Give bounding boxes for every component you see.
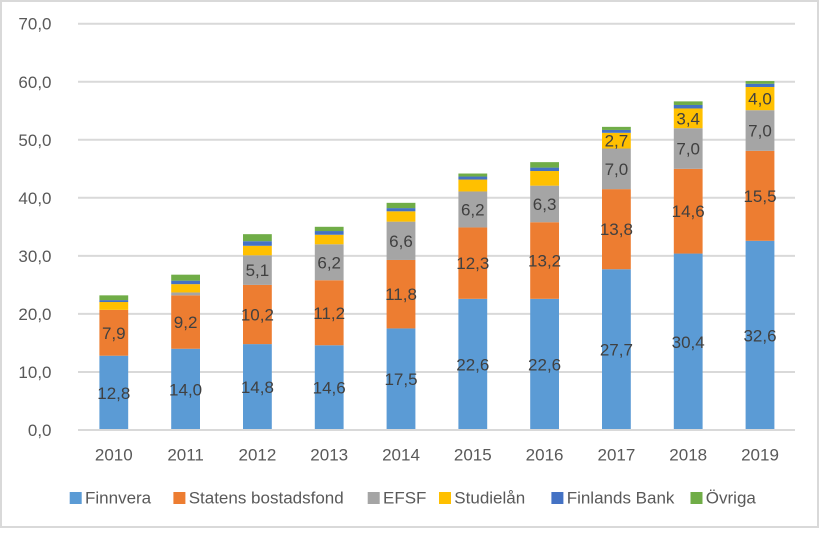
- svg-text:6,6: 6,6: [389, 232, 413, 251]
- svg-text:10,0: 10,0: [18, 363, 51, 382]
- svg-text:0,0: 0,0: [28, 421, 52, 440]
- svg-text:2,7: 2,7: [605, 132, 629, 151]
- svg-text:14,8: 14,8: [241, 378, 274, 397]
- svg-text:2011: 2011: [167, 446, 204, 465]
- svg-text:2016: 2016: [526, 446, 564, 465]
- svg-text:2015: 2015: [454, 446, 492, 465]
- svg-text:11,2: 11,2: [313, 304, 345, 323]
- svg-text:17,5: 17,5: [384, 370, 417, 389]
- svg-text:13,2: 13,2: [528, 252, 561, 271]
- svg-text:13,8: 13,8: [600, 220, 633, 239]
- svg-text:14,0: 14,0: [169, 380, 202, 399]
- svg-text:6,2: 6,2: [317, 253, 341, 272]
- svg-text:4,0: 4,0: [748, 90, 772, 109]
- svg-text:11,8: 11,8: [385, 285, 417, 304]
- svg-text:7,0: 7,0: [605, 160, 629, 179]
- svg-text:2010: 2010: [95, 446, 133, 465]
- svg-text:Finnvera: Finnvera: [85, 489, 152, 508]
- svg-text:2012: 2012: [238, 446, 276, 465]
- svg-text:7,0: 7,0: [676, 140, 700, 159]
- svg-text:2019: 2019: [741, 446, 779, 465]
- svg-text:50,0: 50,0: [18, 131, 51, 150]
- svg-text:22,6: 22,6: [528, 355, 561, 374]
- svg-text:5,1: 5,1: [246, 261, 270, 280]
- svg-text:EFSF: EFSF: [383, 489, 426, 508]
- svg-text:Studielån: Studielån: [454, 489, 525, 508]
- svg-text:12,8: 12,8: [97, 384, 130, 403]
- svg-text:9,2: 9,2: [174, 313, 198, 332]
- svg-text:60,0: 60,0: [18, 73, 51, 92]
- svg-text:30,4: 30,4: [672, 333, 705, 352]
- svg-text:70,0: 70,0: [18, 15, 51, 34]
- svg-text:15,5: 15,5: [743, 187, 776, 206]
- svg-text:40,0: 40,0: [18, 189, 51, 208]
- svg-text:20,0: 20,0: [18, 305, 51, 324]
- svg-text:2014: 2014: [382, 446, 420, 465]
- svg-text:3,4: 3,4: [676, 109, 700, 128]
- svg-text:6,3: 6,3: [533, 195, 557, 214]
- svg-text:30,0: 30,0: [18, 247, 51, 266]
- svg-text:7,0: 7,0: [748, 122, 772, 141]
- svg-text:22,6: 22,6: [456, 355, 489, 374]
- svg-text:Statens bostadsfond: Statens bostadsfond: [189, 489, 344, 508]
- svg-text:6,2: 6,2: [461, 200, 485, 219]
- svg-text:2013: 2013: [310, 446, 348, 465]
- svg-text:2017: 2017: [597, 446, 635, 465]
- svg-text:27,7: 27,7: [600, 341, 633, 360]
- svg-text:10,2: 10,2: [241, 306, 274, 325]
- svg-text:32,6: 32,6: [743, 326, 776, 345]
- svg-text:12,3: 12,3: [456, 254, 489, 273]
- svg-text:7,9: 7,9: [102, 324, 126, 343]
- svg-text:Finlands Bank: Finlands Bank: [567, 489, 675, 508]
- svg-text:14,6: 14,6: [313, 379, 346, 398]
- svg-text:2018: 2018: [669, 446, 707, 465]
- svg-text:Övriga: Övriga: [706, 489, 757, 508]
- svg-text:14,6: 14,6: [672, 202, 705, 221]
